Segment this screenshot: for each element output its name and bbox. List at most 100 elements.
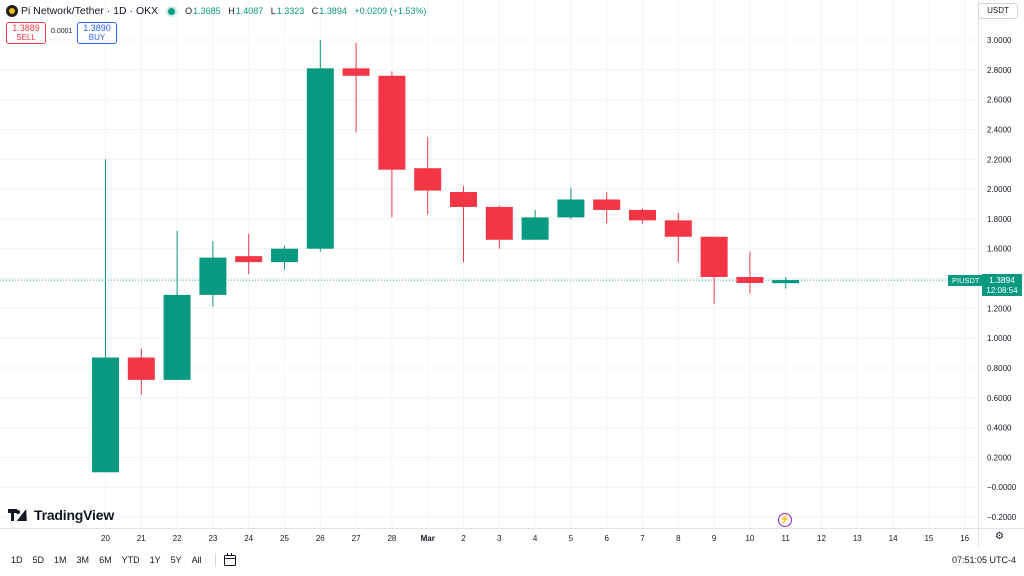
candle-body xyxy=(736,277,764,283)
high-value: 1.4087 xyxy=(235,6,264,16)
timeframe-5d-button[interactable]: 5D xyxy=(32,555,45,565)
y-tick-label: 2.2000 xyxy=(987,155,1012,164)
candle-body xyxy=(485,206,513,240)
timeframe-5y-button[interactable]: 5Y xyxy=(170,555,182,565)
timeframe-all-button[interactable]: All xyxy=(191,555,202,565)
candle-body xyxy=(700,236,728,278)
timeframe-6m-button[interactable]: 6M xyxy=(99,555,112,565)
currency-selector[interactable]: USDT xyxy=(978,3,1018,19)
candle-body xyxy=(664,220,692,237)
high-label: H xyxy=(228,6,235,16)
timeframe-1m-button[interactable]: 1M xyxy=(54,555,67,565)
x-tick-label: 24 xyxy=(244,534,253,543)
x-tick-label: 20 xyxy=(101,534,110,543)
buy-button[interactable]: 1.3890 BUY xyxy=(77,22,117,44)
x-tick-label: 16 xyxy=(960,534,969,543)
y-tick-label: 1.8000 xyxy=(987,215,1012,224)
candle-body xyxy=(271,248,298,263)
buy-price: 1.3890 xyxy=(83,23,111,33)
sell-button[interactable]: 1.3889 SELL xyxy=(6,22,46,44)
x-tick-label: 8 xyxy=(676,534,681,543)
candle-11[interactable] xyxy=(772,277,800,289)
tradingview-logo-icon xyxy=(8,509,32,521)
candle-2[interactable] xyxy=(450,186,477,263)
candle-body xyxy=(557,199,585,218)
candle-22[interactable] xyxy=(163,230,191,380)
timeframe-3m-button[interactable]: 3M xyxy=(76,555,90,565)
x-tick-label: 22 xyxy=(173,534,182,543)
candle-Mar[interactable] xyxy=(414,136,442,215)
y-tick-label: 0.6000 xyxy=(987,394,1012,403)
y-tick-label: −0.2000 xyxy=(987,513,1017,522)
candle-body xyxy=(378,75,406,170)
candle-21[interactable] xyxy=(127,348,155,395)
candle-body xyxy=(593,199,621,210)
chart-settings-icon[interactable]: ⚙ xyxy=(995,531,1004,542)
symbol-legend[interactable]: Pi Network/Tether · 1D · OKX O1.3685 H1.… xyxy=(6,4,431,18)
candle-9[interactable] xyxy=(700,236,728,304)
buy-label: BUY xyxy=(88,33,106,42)
last-price-value: 1.3894 xyxy=(989,275,1015,286)
brand-name: TradingView xyxy=(34,507,115,523)
y-tick-label: 2.8000 xyxy=(987,66,1012,75)
x-tick-label: 12 xyxy=(817,534,826,543)
toolbar-divider xyxy=(214,553,216,567)
open-value: 1.3685 xyxy=(193,6,221,16)
bar-countdown: 12:08:54 xyxy=(986,285,1018,295)
sell-label: SELL xyxy=(16,33,36,42)
candle-body xyxy=(772,280,800,284)
y-tick-label: 2.0000 xyxy=(987,185,1012,194)
x-tick-label: 11 xyxy=(782,534,791,543)
x-tick-label: 3 xyxy=(497,534,502,543)
timeframe-ytd-button[interactable]: YTD xyxy=(121,555,140,565)
y-tick-label: 3.0000 xyxy=(987,36,1012,45)
tradingview-logo[interactable]: TradingView xyxy=(8,507,114,523)
candle-8[interactable] xyxy=(664,212,692,263)
y-tick-label: 0.8000 xyxy=(987,364,1012,373)
x-tick-label: 10 xyxy=(745,534,754,543)
low-value: 1.3323 xyxy=(276,6,305,16)
timeframe-1y-button[interactable]: 1Y xyxy=(149,555,161,565)
x-tick-label: 13 xyxy=(853,534,862,543)
utc-clock[interactable]: 07:51:05 UTC-4 xyxy=(951,555,1016,565)
spread-value: 0.0001 xyxy=(51,28,73,35)
candle-body xyxy=(163,294,191,380)
ohlc-values: O1.3685 H1.4087 L1.3323 C1.3894 +0.0209 … xyxy=(185,6,431,16)
candle-body xyxy=(342,68,370,76)
y-tick-label: −0.0000 xyxy=(987,483,1017,492)
y-tick-label: 0.2000 xyxy=(987,453,1012,462)
candle-26[interactable] xyxy=(306,40,334,252)
calendar-range-icon[interactable] xyxy=(223,552,236,566)
x-tick-label: 4 xyxy=(533,534,538,543)
lightning-event-icon[interactable]: ⚡ xyxy=(778,513,792,527)
candle-5[interactable] xyxy=(557,187,585,219)
symbol-price-badge: PIUSDT xyxy=(948,274,984,286)
candle-10[interactable] xyxy=(736,251,764,294)
x-tick-label: 25 xyxy=(280,534,289,543)
candle-body xyxy=(629,209,656,221)
candle-27[interactable] xyxy=(342,42,370,133)
candle-28[interactable] xyxy=(378,71,406,218)
x-tick-label: 15 xyxy=(924,534,933,543)
candle-body xyxy=(414,168,442,191)
y-tick-label: 1.6000 xyxy=(987,245,1012,254)
x-tick-label: 26 xyxy=(316,534,325,543)
candle-4[interactable] xyxy=(521,209,549,240)
candle-body xyxy=(235,256,263,263)
symbol-title[interactable]: Pi Network/Tether · 1D · OKX xyxy=(21,5,159,17)
y-tick-label: 2.4000 xyxy=(987,125,1012,134)
candle-23[interactable] xyxy=(199,241,227,307)
candle-7[interactable] xyxy=(629,208,656,224)
candle-6[interactable] xyxy=(593,192,621,224)
y-tick-label: 1.0000 xyxy=(987,334,1012,343)
candle-24[interactable] xyxy=(235,233,263,275)
timeframe-1d-button[interactable]: 1D xyxy=(11,555,23,565)
pi-network-logo-icon xyxy=(6,5,18,17)
chart-grid xyxy=(0,0,978,528)
candle-20[interactable] xyxy=(92,159,119,473)
price-chart[interactable]: 3.0000 2.8000 2.6000 2.4000 2.2000 2.0000 1.80… xyxy=(0,0,1024,548)
candle-3[interactable] xyxy=(485,205,513,249)
x-tick-label: 23 xyxy=(208,534,217,543)
sell-price: 1.3889 xyxy=(12,23,40,33)
candle-25[interactable] xyxy=(271,245,298,270)
